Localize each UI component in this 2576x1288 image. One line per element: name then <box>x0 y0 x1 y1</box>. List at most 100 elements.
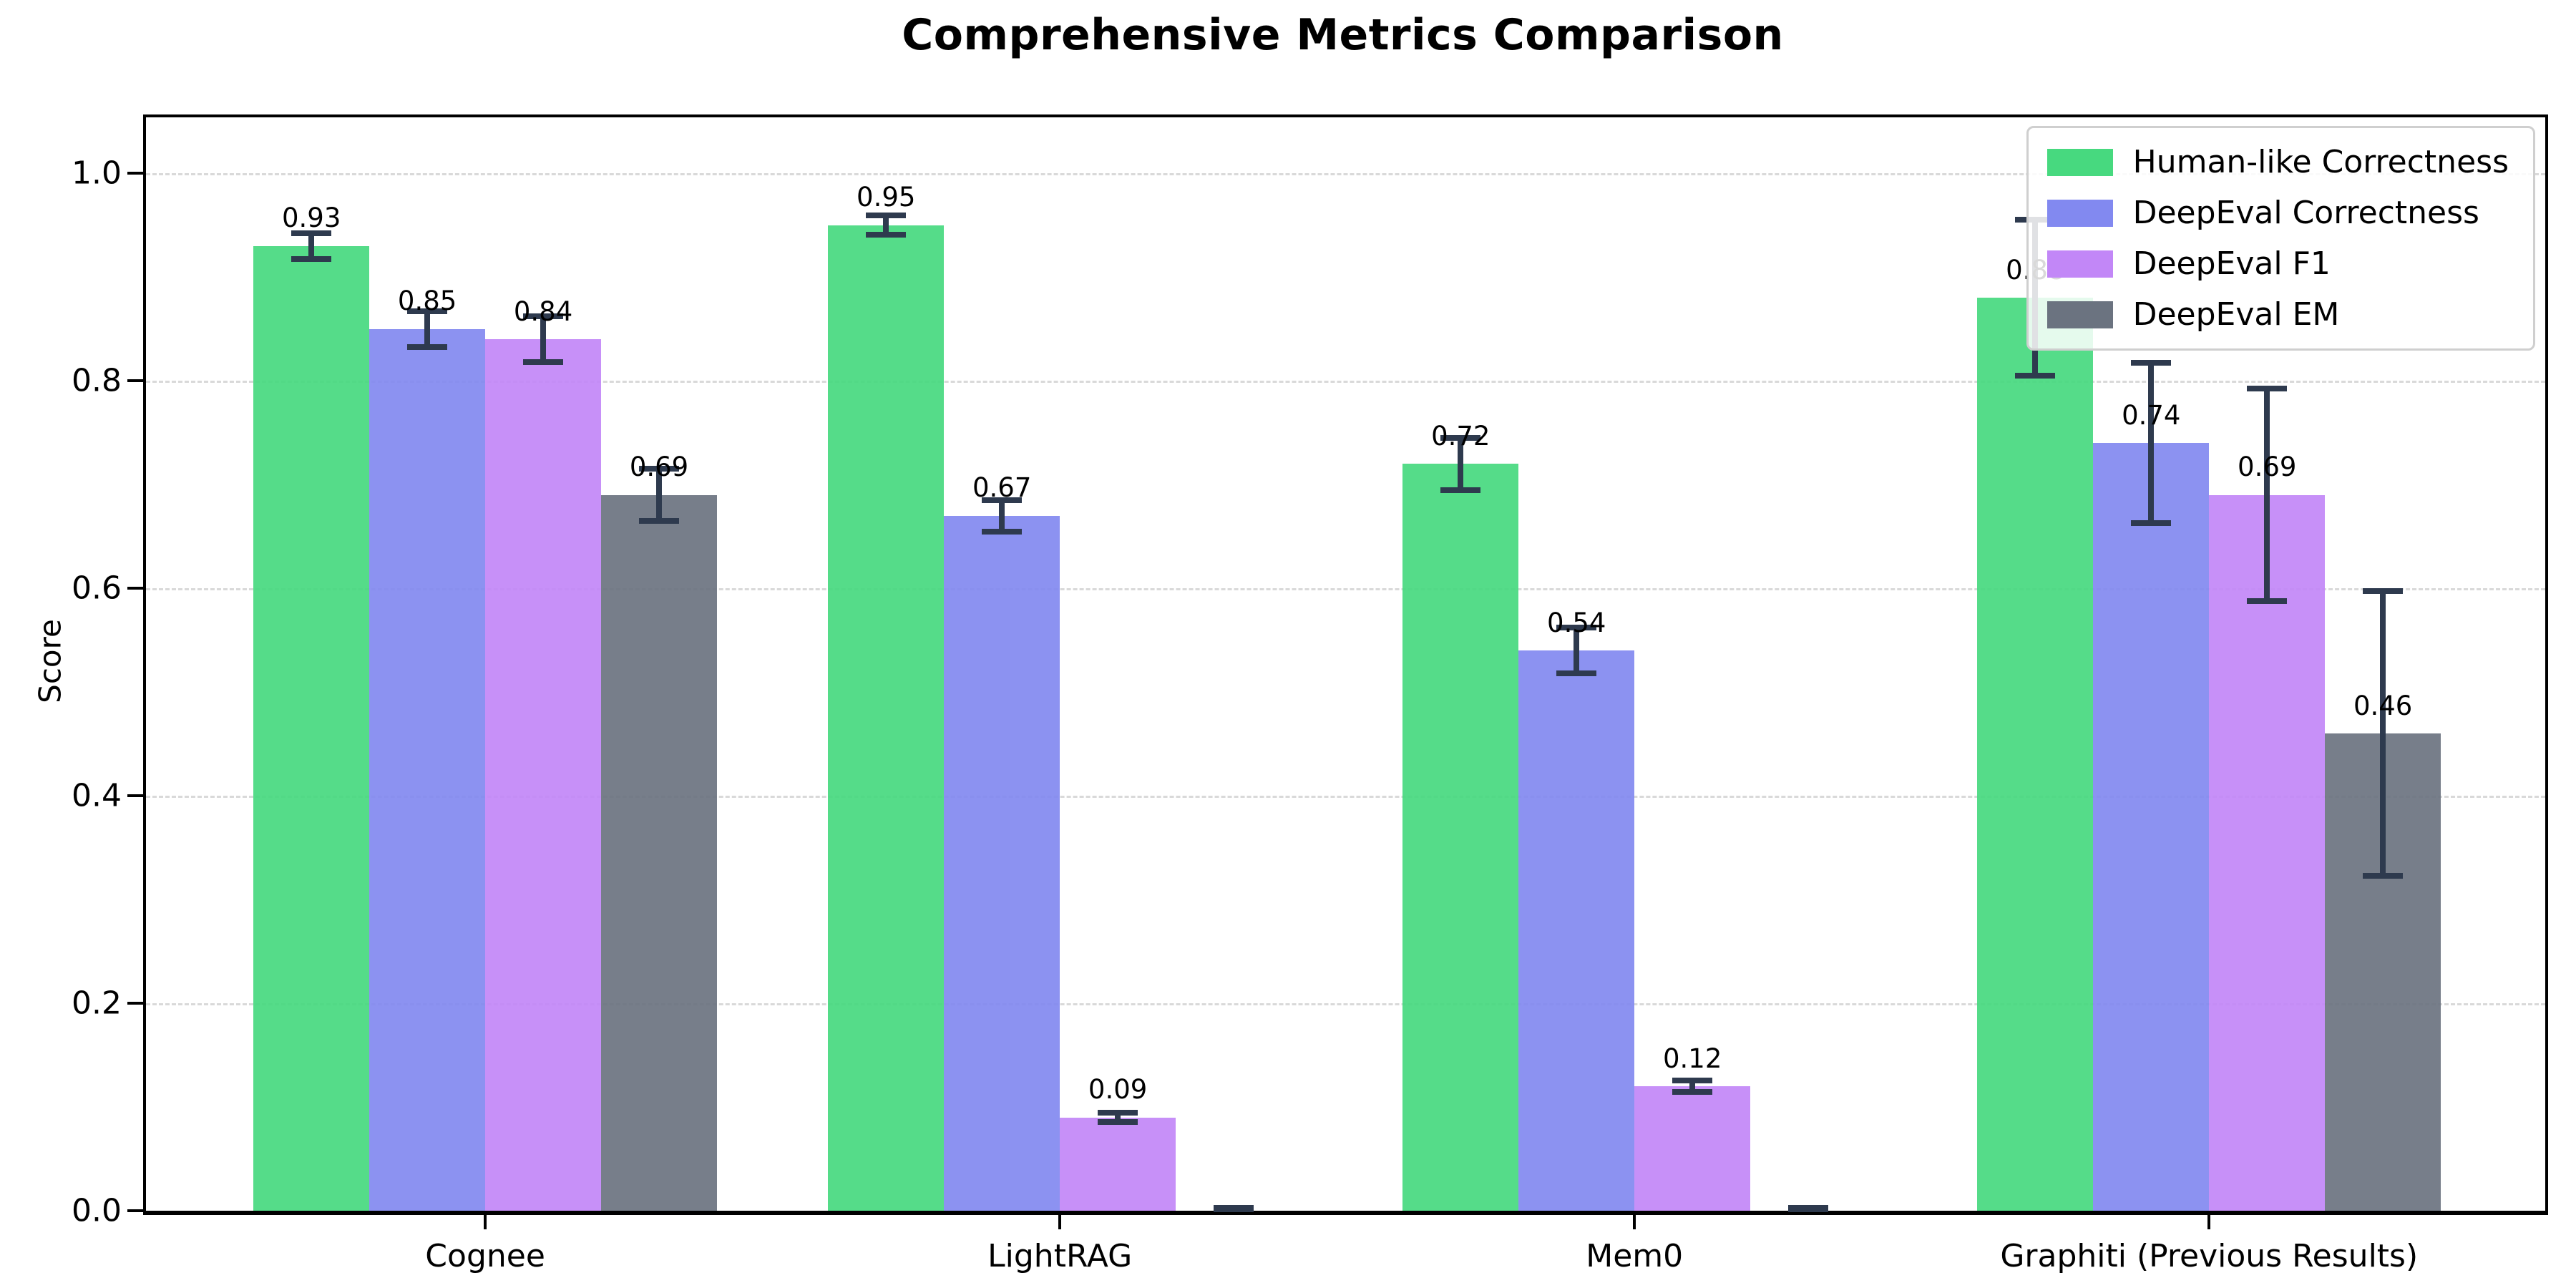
gridline-0.6 <box>146 588 2545 591</box>
y-tick-label-0.6: 0.6 <box>72 570 122 607</box>
error-bar-cap-bottom <box>1556 670 1597 677</box>
error-bar-line <box>883 213 889 238</box>
bar-value-label: 0.69 <box>629 452 689 483</box>
error-bar-cap-top <box>407 308 448 314</box>
gridline-1.0 <box>146 173 2545 176</box>
bar-value-label: 0.85 <box>397 286 457 317</box>
error-bar-cap-bottom <box>1440 487 1481 493</box>
error-bar-cap-top <box>982 497 1023 503</box>
bar-deepeval-em <box>601 494 717 1211</box>
error-bar-cap-bottom <box>1098 1118 1138 1125</box>
error-bar-cap-top <box>1440 434 1481 441</box>
legend-item: DeepEval F1 <box>2046 245 2509 282</box>
error-bar-cap-bottom <box>639 518 680 525</box>
error-bar-line <box>1115 1110 1121 1125</box>
error-bar-line <box>1458 434 1464 493</box>
x-tick-mark <box>1058 1215 1062 1229</box>
bar-deepeval-correctness <box>2093 443 2210 1211</box>
bar-deepeval-f1 <box>485 339 602 1211</box>
error-bar-line <box>2148 360 2155 527</box>
error-bar-cap-bottom <box>866 232 907 238</box>
error-bar-cap-bottom <box>1672 1088 1713 1095</box>
error-bar-cap-bottom <box>2015 373 2056 379</box>
error-bar-line <box>1574 624 1580 677</box>
legend-swatch-icon <box>2046 199 2113 227</box>
bar-deepeval-correctness <box>1518 650 1635 1211</box>
y-tick-mark-1.0 <box>127 172 143 175</box>
bar-value-label: 0.84 <box>513 296 573 327</box>
error-bar-cap-top <box>2131 360 2172 366</box>
y-tick-mark-0.6 <box>127 587 143 590</box>
error-bar-line <box>656 466 663 525</box>
x-tick-label: Graphiti (Previous Results) <box>2000 1238 2419 1274</box>
y-tick-mark-0.0 <box>127 1209 143 1212</box>
legend-label: DeepEval F1 <box>2132 245 2331 282</box>
error-bar-cap-bottom <box>1788 1205 1829 1211</box>
legend-label: DeepEval Correctness <box>2132 195 2479 231</box>
error-bar-cap-bottom <box>2131 520 2172 527</box>
bar-value-label: 0.95 <box>857 182 916 213</box>
y-tick-mark-0.8 <box>127 379 143 383</box>
legend-label: Human-like Correctness <box>2132 144 2509 180</box>
legend-swatch-icon <box>2046 250 2113 278</box>
gridline-0.2 <box>146 1003 2545 1006</box>
bar-value-label: 0.46 <box>2353 690 2413 721</box>
error-bar-cap-bottom <box>407 343 448 350</box>
bar-value-label: 0.93 <box>281 203 341 234</box>
bar-human-like-correctness <box>1977 298 2094 1211</box>
chart-title: Comprehensive Metrics Comparison <box>902 10 1784 60</box>
error-bar-line <box>2264 386 2270 604</box>
error-bar-cap-top <box>291 230 332 237</box>
error-bar-cap-bottom <box>2247 597 2288 604</box>
y-tick-mark-0.2 <box>127 1002 143 1005</box>
y-tick-label-0.0: 0.0 <box>72 1192 122 1229</box>
gridline-0.8 <box>146 381 2545 384</box>
plot-area: 0.0 0.2 0.4 0.6 0.8 1.0 Cognee LightRAG Mem0 Grap… <box>72 114 2548 1274</box>
error-bar-cap-top <box>1672 1078 1713 1084</box>
bar-value-label: 0.54 <box>1547 607 1606 638</box>
x-tick-label: Mem0 <box>1586 1238 1684 1274</box>
x-tick-label: LightRAG <box>987 1238 1133 1274</box>
bar-deepeval-correctness <box>944 515 1060 1211</box>
bar-value-label: 0.67 <box>972 472 1032 504</box>
x-tick-label: Cognee <box>425 1238 545 1274</box>
bar-deepeval-correctness <box>369 328 486 1211</box>
error-bar-cap-top <box>523 313 564 319</box>
error-bar-line <box>999 497 1005 535</box>
bar-deepeval-f1 <box>1060 1117 1176 1211</box>
bar-value-label: 0.72 <box>1431 420 1491 452</box>
error-bar-line <box>1689 1078 1696 1095</box>
x-tick-mark <box>484 1215 487 1229</box>
bar-human-like-correctness <box>1402 464 1519 1211</box>
error-bar-line <box>308 230 315 262</box>
error-bar-cap-top <box>2247 386 2288 392</box>
error-bar-cap-top <box>1098 1110 1138 1116</box>
error-bar-cap-bottom <box>1214 1205 1254 1211</box>
bar-deepeval-f1 <box>1634 1086 1751 1211</box>
bar-human-like-correctness <box>828 225 945 1211</box>
error-bar-cap-top <box>866 213 907 219</box>
y-tick-label-0.4: 0.4 <box>72 777 122 814</box>
x-tick-mark <box>1633 1215 1636 1229</box>
error-bar-line <box>540 313 547 366</box>
bar-value-label: 0.74 <box>2122 399 2181 431</box>
bar-human-like-correctness <box>253 245 370 1211</box>
error-bar-cap-top <box>639 466 680 472</box>
legend-swatch-icon <box>2046 301 2113 328</box>
bar-deepeval-f1 <box>2209 494 2326 1211</box>
legend-item: DeepEval Correctness <box>2046 195 2509 231</box>
error-bar-cap-top <box>1556 624 1597 630</box>
error-bar-line <box>424 308 431 350</box>
error-bar-line <box>2380 588 2386 879</box>
y-tick-label-0.2: 0.2 <box>72 985 122 1022</box>
error-bar-cap-top <box>2363 588 2404 595</box>
y-tick-label-1.0: 1.0 <box>72 155 122 192</box>
x-tick-mark <box>2207 1215 2211 1229</box>
legend-label: DeepEval EM <box>2132 296 2340 333</box>
error-bar-cap-bottom <box>291 255 332 262</box>
bar-value-label: 0.09 <box>1088 1074 1148 1106</box>
y-axis-label: Score <box>32 619 68 703</box>
legend-swatch-icon <box>2046 148 2113 176</box>
error-bar-cap-bottom <box>523 359 564 366</box>
bar-value-label: 0.69 <box>2238 452 2297 483</box>
